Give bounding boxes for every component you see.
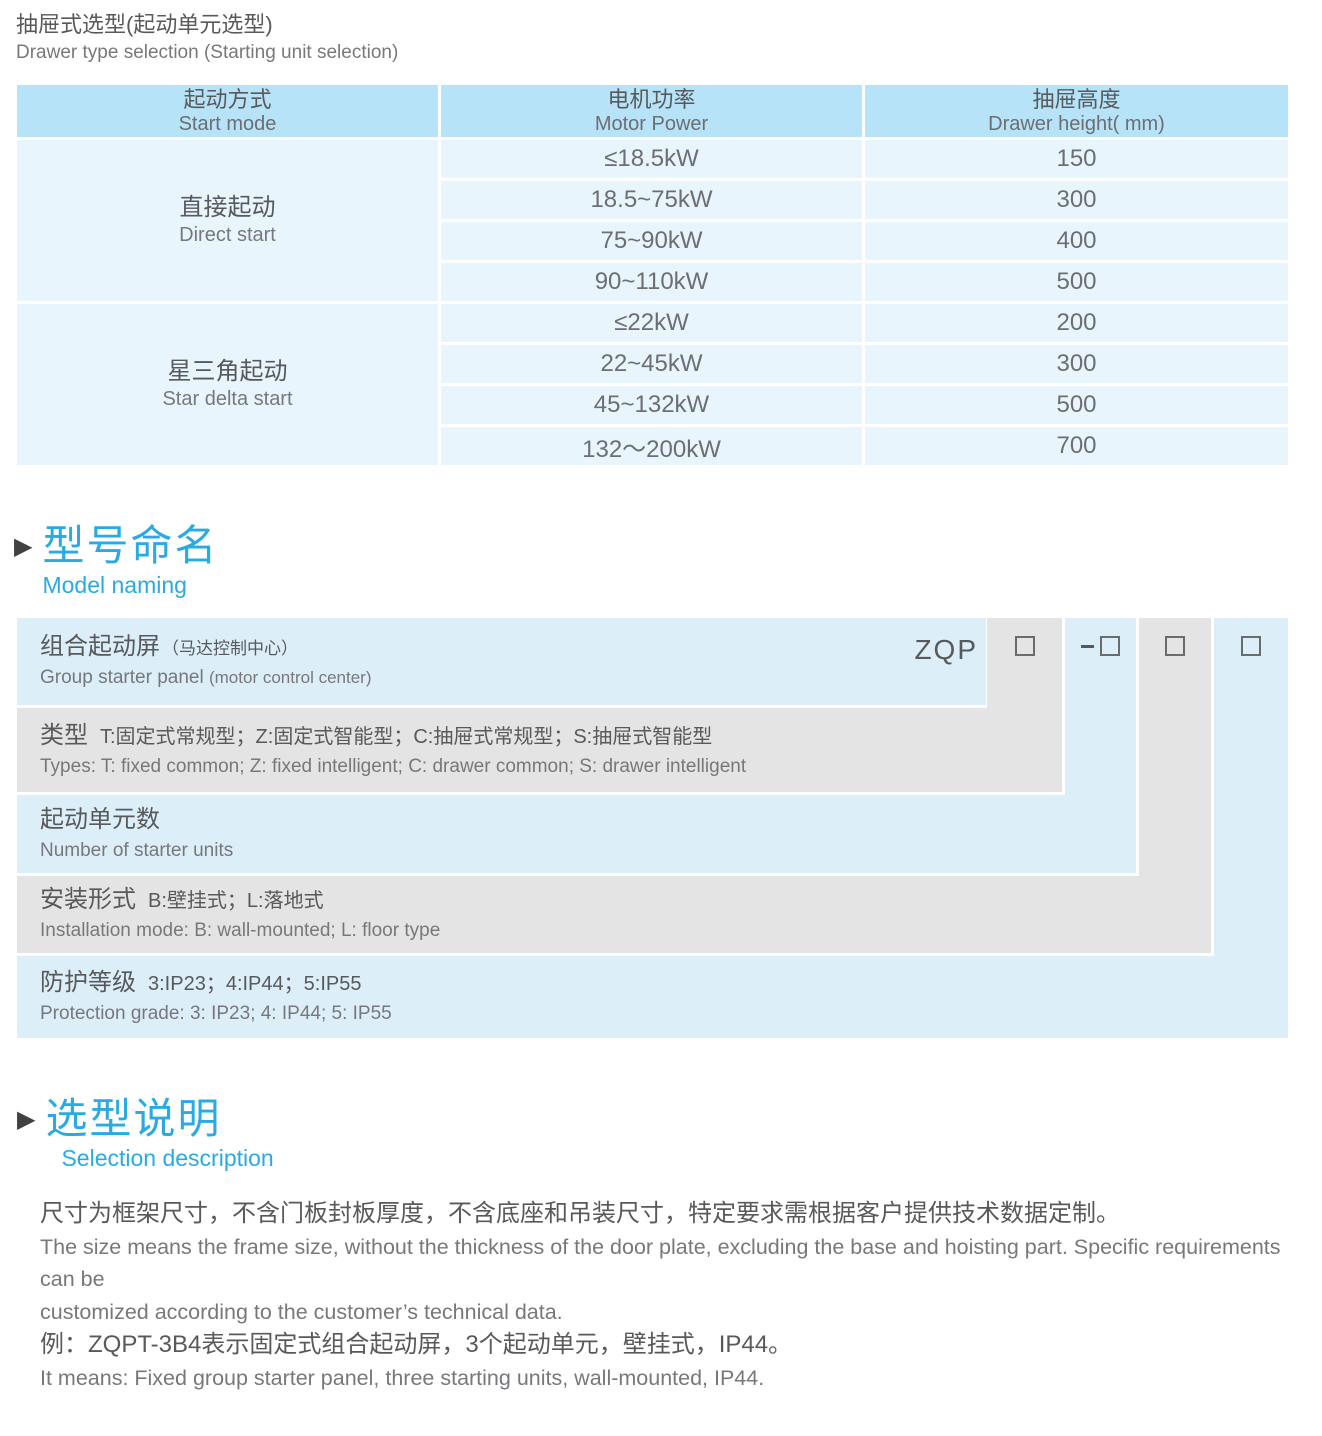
placeholder-box-icon <box>1165 636 1185 656</box>
page-title: 抽屉式选型(起动单元选型) Drawer type selection (Sta… <box>16 10 398 66</box>
description-line: 尺寸为框架尺寸，不含门板封板厚度，不含底座和吊装尺寸，特定要求需根据客户提供技术… <box>40 1200 1120 1227</box>
description-line: The size means the frame size, without t… <box>40 1235 1281 1291</box>
naming-band-group-starter-panel: 组合起动屏 （马达控制中心） Group starter panel (motor… <box>17 618 986 705</box>
header-drawer-height: 抽屉高度 Drawer height( mm) <box>865 85 1288 137</box>
model-naming-heading: ▶ 型号命名 Model naming <box>14 522 218 600</box>
drawer-height-cell: 500 <box>865 263 1288 301</box>
motor-power-cell: ≤18.5kW <box>441 140 862 178</box>
naming-band-starter-units: 起动单元数 Number of starter units <box>17 795 1136 873</box>
band-zh-label: 类型 <box>40 721 88 749</box>
band-zh-label: 起动单元数 <box>40 805 160 833</box>
section-marker-icon: ▶ <box>14 533 33 560</box>
header-start-mode-en: Start mode <box>178 112 277 135</box>
band-en-label: Group starter panel <box>40 667 204 688</box>
motor-power-cell: 90~110kW <box>441 263 862 301</box>
band-en-label: Protection grade: 3: IP23; 4: IP44; 5: I… <box>40 1002 392 1024</box>
header-start-mode: 起动方式 Start mode <box>17 85 438 137</box>
page-title-en: Drawer type selection (Starting unit sel… <box>16 42 399 63</box>
placeholder-box-icon <box>1014 636 1035 656</box>
selection-description-heading-zh: 选型说明 <box>45 1095 222 1142</box>
band-zh-label: 组合起动屏 <box>40 633 160 660</box>
placeholder-box-icon <box>1241 636 1261 656</box>
selection-description-body: 尺寸为框架尺寸，不含门板封板厚度，不含底座和吊装尺寸，特定要求需根据客户提供技术… <box>40 1198 1290 1395</box>
naming-band-protection-grade: 防护等级 3:IP23；4:IP44；5:IP55 Protection grad… <box>17 956 1288 1038</box>
naming-column-type <box>987 618 1062 792</box>
drawer-height-cell: 200 <box>865 304 1288 342</box>
band-zh-label: 防护等级 <box>40 968 136 996</box>
naming-column-units <box>1065 618 1136 873</box>
description-line: It means: Fixed group starter panel, thr… <box>40 1366 765 1390</box>
band-en-label: Installation mode: B: wall-mounted; L: f… <box>40 920 441 941</box>
table-group-star-delta: 星三角起动 Star delta start ≤22kW 200 22~45kW… <box>17 304 1288 465</box>
naming-band-installation-mode: 安装形式 B:壁挂式；L:落地式 Installation mode: B: wa… <box>17 876 1211 953</box>
band-en-detail: (motor control center) <box>208 668 372 687</box>
drawer-height-cell: 700 <box>865 427 1288 465</box>
model-naming-heading-en: Model naming <box>42 572 187 598</box>
motor-power-cell: ≤22kW <box>441 304 862 342</box>
drawer-height-cell: 400 <box>865 222 1288 260</box>
start-mode-zh: 直接起动 <box>179 194 276 221</box>
motor-power-cell: 45~132kW <box>441 386 862 424</box>
model-naming-heading-zh: 型号命名 <box>42 522 219 569</box>
table-header-row: 起动方式 Start mode 电机功率 Motor Power 抽屉高度 Dr… <box>17 85 1288 137</box>
drawer-height-cell: 150 <box>865 140 1288 178</box>
selection-description-heading: ▶ 选型说明 Selection description <box>17 1095 274 1173</box>
start-mode-zh: 星三角起动 <box>167 358 288 385</box>
description-line: 例：ZQPT-3B4表示固定式组合起动屏，3个起动单元，壁挂式，IP44。 <box>40 1331 793 1358</box>
motor-power-cell: 132～200kW <box>441 427 862 465</box>
band-en-label: Types: T: fixed common; Z: fixed intelli… <box>40 755 747 777</box>
band-zh-detail: （马达控制中心） <box>162 639 298 658</box>
drawer-height-cell: 500 <box>865 386 1288 424</box>
band-zh-detail: B:壁挂式；L:落地式 <box>148 890 324 912</box>
band-zh-label: 安装形式 <box>40 886 136 913</box>
naming-band-type: 类型 T:固定式常规型；Z:固定式智能型；C:抽屉式常规型；S:抽屉式智能型 Ty… <box>17 708 1062 792</box>
drawer-height-cell: 300 <box>865 345 1288 383</box>
start-mode-en: Star delta start <box>162 388 293 410</box>
naming-column-installation <box>1139 618 1211 953</box>
band-zh-detail: 3:IP23；4:IP44；5:IP55 <box>148 972 362 995</box>
header-motor-power: 电机功率 Motor Power <box>441 85 862 137</box>
drawer-selection-table: 起动方式 Start mode 电机功率 Motor Power 抽屉高度 Dr… <box>17 85 1288 465</box>
band-zh-detail: T:固定式常规型；Z:固定式智能型；C:抽屉式常规型；S:抽屉式智能型 <box>100 725 713 748</box>
selection-description-heading-en: Selection description <box>61 1145 274 1171</box>
dash-icon <box>1081 645 1094 648</box>
header-start-mode-zh: 起动方式 <box>183 86 272 112</box>
placeholder-box-icon <box>1100 636 1120 656</box>
start-mode-cell: 星三角起动 Star delta start <box>17 304 438 465</box>
motor-power-cell: 18.5~75kW <box>441 181 862 219</box>
band-en-label: Number of starter units <box>40 839 234 861</box>
table-group-direct-start: 直接起动 Direct start ≤18.5kW 150 18.5~75kW … <box>17 140 1288 301</box>
header-motor-power-zh: 电机功率 <box>607 86 696 112</box>
drawer-height-cell: 300 <box>865 181 1288 219</box>
page-title-zh: 抽屉式选型(起动单元选型) <box>16 12 273 37</box>
naming-column-protection <box>1214 618 1288 1038</box>
header-motor-power-en: Motor Power <box>594 112 709 135</box>
motor-power-cell: 75~90kW <box>441 222 862 260</box>
start-mode-cell: 直接起动 Direct start <box>17 140 438 301</box>
header-drawer-height-zh: 抽屉高度 <box>1032 86 1121 112</box>
header-drawer-height-en: Drawer height( mm) <box>988 112 1165 135</box>
motor-power-cell: 22~45kW <box>441 345 862 383</box>
section-marker-icon: ▶ <box>17 1106 36 1133</box>
model-code: ZQP <box>914 634 978 665</box>
start-mode-en: Direct start <box>179 224 276 246</box>
description-line: customized according to the customer’s t… <box>40 1300 563 1324</box>
